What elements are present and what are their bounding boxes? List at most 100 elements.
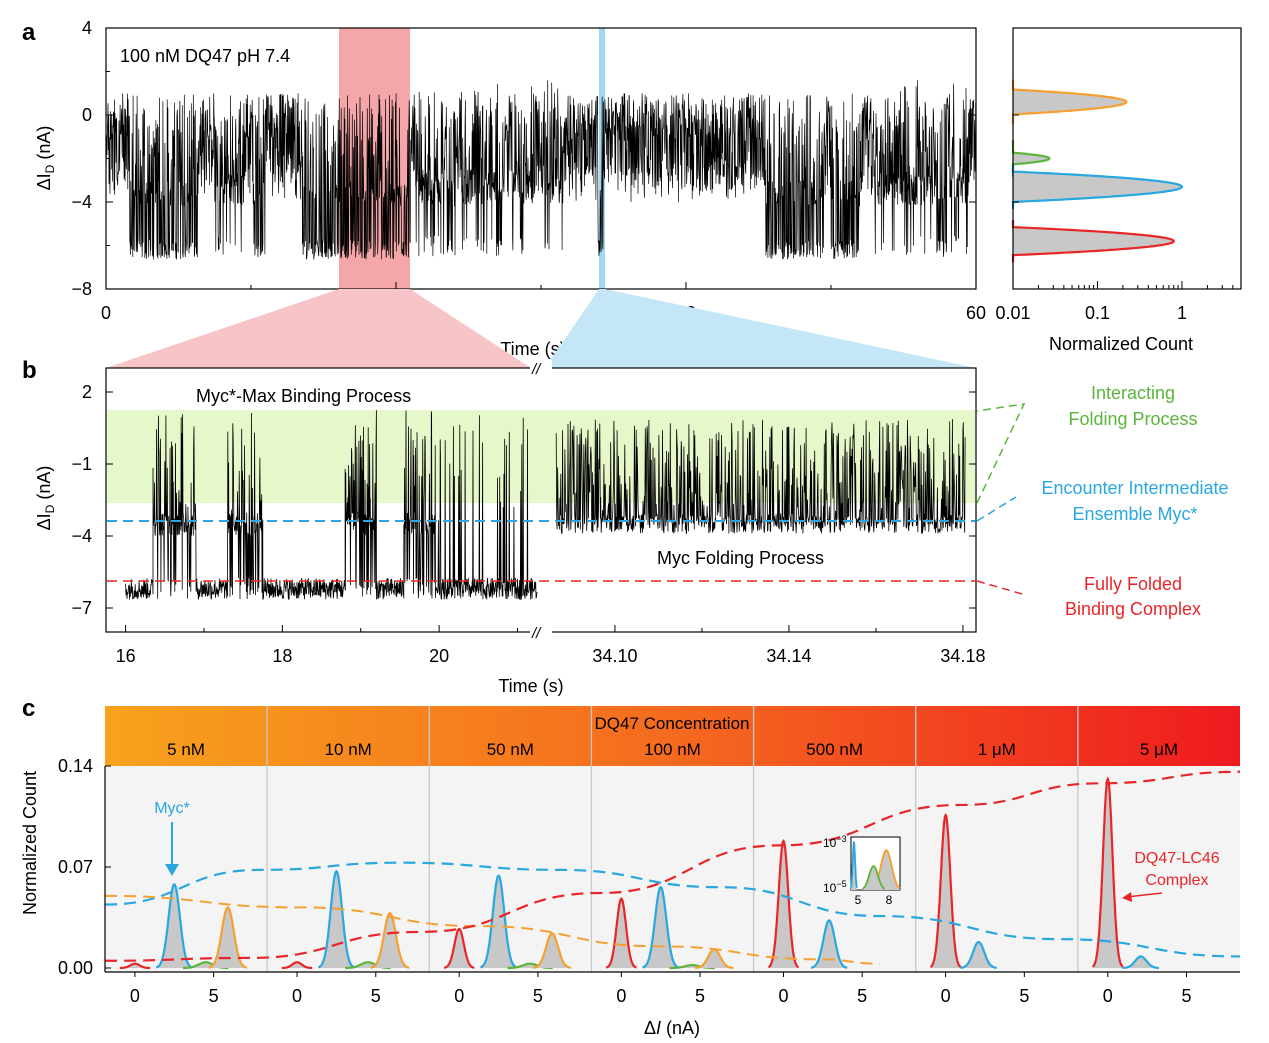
ytick-b-label: −7: [71, 598, 92, 618]
interacting-label-1: Interacting: [1091, 383, 1175, 403]
concentration-label: 50 nM: [487, 740, 534, 759]
xlabel-c: ΔI (nA): [644, 1018, 700, 1038]
axis-break-bottom: //: [531, 625, 542, 642]
peak-curve: [317, 869, 355, 969]
xtick-b-label: 34.14: [766, 646, 811, 666]
ytick-b-label: 2: [82, 382, 92, 402]
peak-curve: [960, 940, 997, 969]
inset-ytick-2: 10−5: [823, 879, 847, 895]
encounter-label-2: Ensemble Myc*: [1072, 504, 1197, 524]
concentration-label: 100 nM: [644, 740, 701, 759]
complex-label-2: Complex: [1145, 872, 1208, 889]
panel-label-b: b: [22, 357, 37, 384]
log-inset: 10−3 10−5 5 8: [823, 834, 901, 907]
xtick-c-label: 5: [533, 986, 543, 1006]
concentration-label: 10 nM: [325, 740, 372, 759]
interacting-label-2: Folding Process: [1068, 409, 1197, 429]
peak-curve: [370, 912, 410, 969]
peak-curve: [605, 897, 637, 969]
peak-curve: [281, 961, 313, 970]
ytick-a-label: 4: [82, 18, 92, 38]
inset-xtick-1: 5: [855, 893, 862, 907]
xtick-b-label: 20: [429, 646, 449, 666]
hist-xlabel: Normalized Count: [1049, 334, 1193, 354]
xtick-a-label: 60: [966, 303, 986, 323]
trend-myc-star: [104, 861, 1241, 958]
zoom-connector-pink: [106, 289, 531, 368]
current-trace-a: [105, 80, 977, 260]
peak-curve: [810, 919, 848, 969]
xtick-c-label: 5: [857, 986, 867, 1006]
xtick-b-label: 18: [272, 646, 292, 666]
ytick-a-label: −4: [71, 192, 92, 212]
myc-star-label: Myc*: [154, 800, 190, 817]
peak-curve: [929, 813, 962, 968]
xtick-c-label: 0: [778, 986, 788, 1006]
xtick-b-label: 16: [116, 646, 136, 666]
xtick-c-label: 0: [941, 986, 951, 1006]
panel-b-trace-plot: // // Myc*-Max Binding Process Myc Foldi…: [34, 360, 985, 696]
ytick-c-label: 0.14: [58, 756, 93, 776]
peak-curve: [767, 839, 800, 969]
peak-curve: [443, 927, 475, 969]
peak-curve: [119, 962, 150, 970]
inset-blue: [850, 840, 858, 889]
trace-a-path: [105, 80, 977, 260]
interacting-connector: [976, 403, 1026, 504]
folding-process-title: Myc Folding Process: [657, 548, 824, 568]
ytick-a-label: 0: [82, 105, 92, 125]
peak-curve: [532, 932, 572, 969]
xlabel-a: Time (s): [500, 339, 565, 359]
folded-label-1: Fully Folded: [1084, 574, 1182, 594]
hist-fill-green: [1013, 140, 1050, 177]
xtick-c-label: 5: [371, 986, 381, 1006]
histogram-frame: [1012, 27, 1242, 290]
hist-fill-blue: [1013, 164, 1182, 209]
ylabel-a: ΔID (nA): [34, 126, 57, 191]
ytick-a-label: −8: [71, 279, 92, 299]
xtick-c-label: 5: [209, 986, 219, 1006]
hist-fill-red: [1013, 220, 1174, 263]
concentration-label: 1 μM: [978, 740, 1016, 759]
xtick-b-label: 34.18: [940, 646, 985, 666]
trend-orange: [104, 894, 881, 965]
xtick-c-label: 5: [1019, 986, 1029, 1006]
peak-curve: [208, 906, 248, 969]
current-trace-b: [125, 410, 966, 600]
xtick-c-label: 0: [292, 986, 302, 1006]
peak-curve: [480, 874, 518, 969]
xtick-c-label: 5: [695, 986, 705, 1006]
inset-green: [862, 865, 886, 890]
xtick-c-label: 0: [454, 986, 464, 1006]
ytick-b-label: −1: [71, 454, 92, 474]
concentration-label: 500 nM: [806, 740, 863, 759]
concentration-bar: [105, 706, 1240, 766]
trace-b-right: [555, 418, 966, 535]
peak-curve: [1091, 776, 1124, 968]
panel-a-histogram: 0.01 0.1 1 Normalized Count: [995, 27, 1242, 354]
inset-fill: [862, 866, 885, 890]
concentration-label: 5 μM: [1140, 740, 1178, 759]
hist-curve-blue: [1011, 164, 1184, 209]
ylabel-b: ΔID (nA): [34, 466, 57, 531]
complex-arrow: [1126, 892, 1163, 898]
xlabel-b: Time (s): [498, 676, 563, 696]
xtick-c-label: 0: [1103, 986, 1113, 1006]
concentration-title: DQ47 Concentration: [595, 714, 750, 733]
panel-b-legend: Interacting Folding Process Encounter In…: [976, 383, 1229, 619]
panel-a-trace-plot: 100 nM DQ47 pH 7.4 40−4−8 0204060 Time (…: [34, 18, 986, 359]
xtick-c-label: 0: [616, 986, 626, 1006]
hist-xtick-label: 1: [1177, 303, 1187, 323]
encounter-label-1: Encounter Intermediate: [1041, 478, 1228, 498]
xtick-a-label: 0: [101, 303, 111, 323]
folded-label-2: Binding Complex: [1065, 599, 1201, 619]
xtick-c-label: 0: [130, 986, 140, 1006]
panel-label-c: c: [22, 695, 35, 722]
binding-process-title: Myc*-Max Binding Process: [196, 386, 411, 406]
ytick-b-label: −4: [71, 526, 92, 546]
annotation-a: 100 nM DQ47 pH 7.4: [120, 46, 290, 66]
inset-xtick-2: 8: [886, 893, 893, 907]
hist-fill-orange: [1013, 79, 1127, 125]
peak-curve: [1122, 955, 1159, 969]
